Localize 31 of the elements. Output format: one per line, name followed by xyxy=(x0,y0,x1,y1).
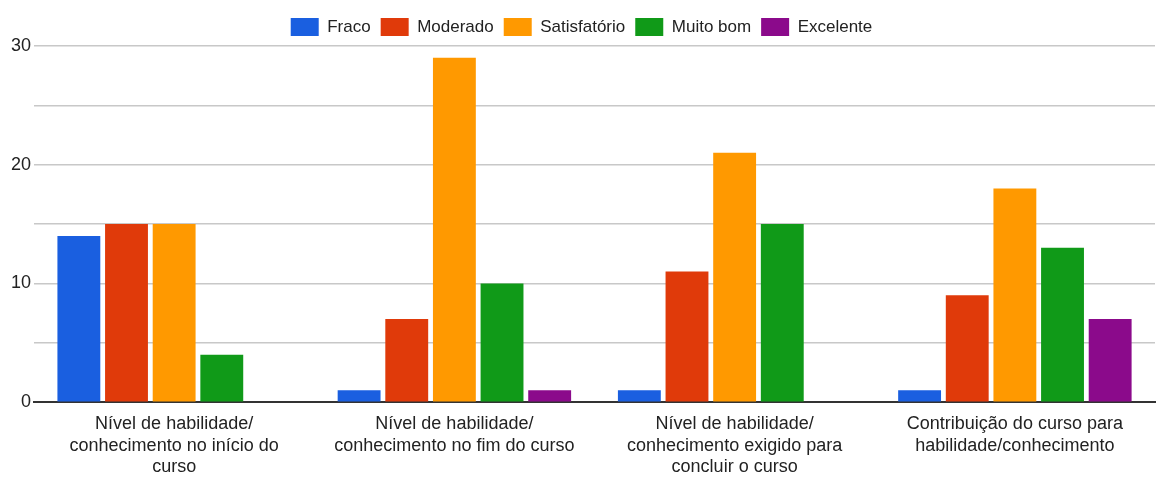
bar xyxy=(105,224,148,402)
bar xyxy=(945,295,989,402)
bar xyxy=(1088,319,1132,402)
legend-label: Moderado xyxy=(417,16,494,36)
y-tick-label: 0 xyxy=(21,391,32,412)
legend-label: Fraco xyxy=(327,16,371,36)
bar xyxy=(760,224,804,402)
legend-label: Satisfatório xyxy=(540,16,626,36)
x-tick-label: Nível de habilidade/conhecimento no fim do curso xyxy=(334,412,575,455)
bar xyxy=(898,390,942,402)
y-tick-label: 20 xyxy=(10,153,32,174)
y-tick-label: 30 xyxy=(10,34,32,55)
bar xyxy=(993,188,1037,402)
x-tick-label: Nível de habilidade/conhecimento exigido para concluir o curso xyxy=(627,412,844,477)
bar xyxy=(665,271,709,402)
bar xyxy=(200,354,244,402)
bar xyxy=(713,152,757,402)
bar xyxy=(337,390,381,402)
legend-label: Excelente xyxy=(797,16,873,36)
bar xyxy=(152,224,196,402)
bar xyxy=(432,57,476,402)
bar xyxy=(617,390,661,402)
bar xyxy=(57,235,101,402)
y-tick-label: 10 xyxy=(10,272,32,293)
x-tick-label: Nível de habilidade/conhecimento no início do curso xyxy=(69,412,279,477)
bar xyxy=(385,319,429,402)
bar xyxy=(528,390,572,402)
x-tick-label: Contribuição do curso para habilidade/conhecimento xyxy=(906,412,1124,455)
bar xyxy=(480,283,524,402)
bar xyxy=(1041,247,1084,402)
legend-label: Muito bom xyxy=(671,16,752,36)
